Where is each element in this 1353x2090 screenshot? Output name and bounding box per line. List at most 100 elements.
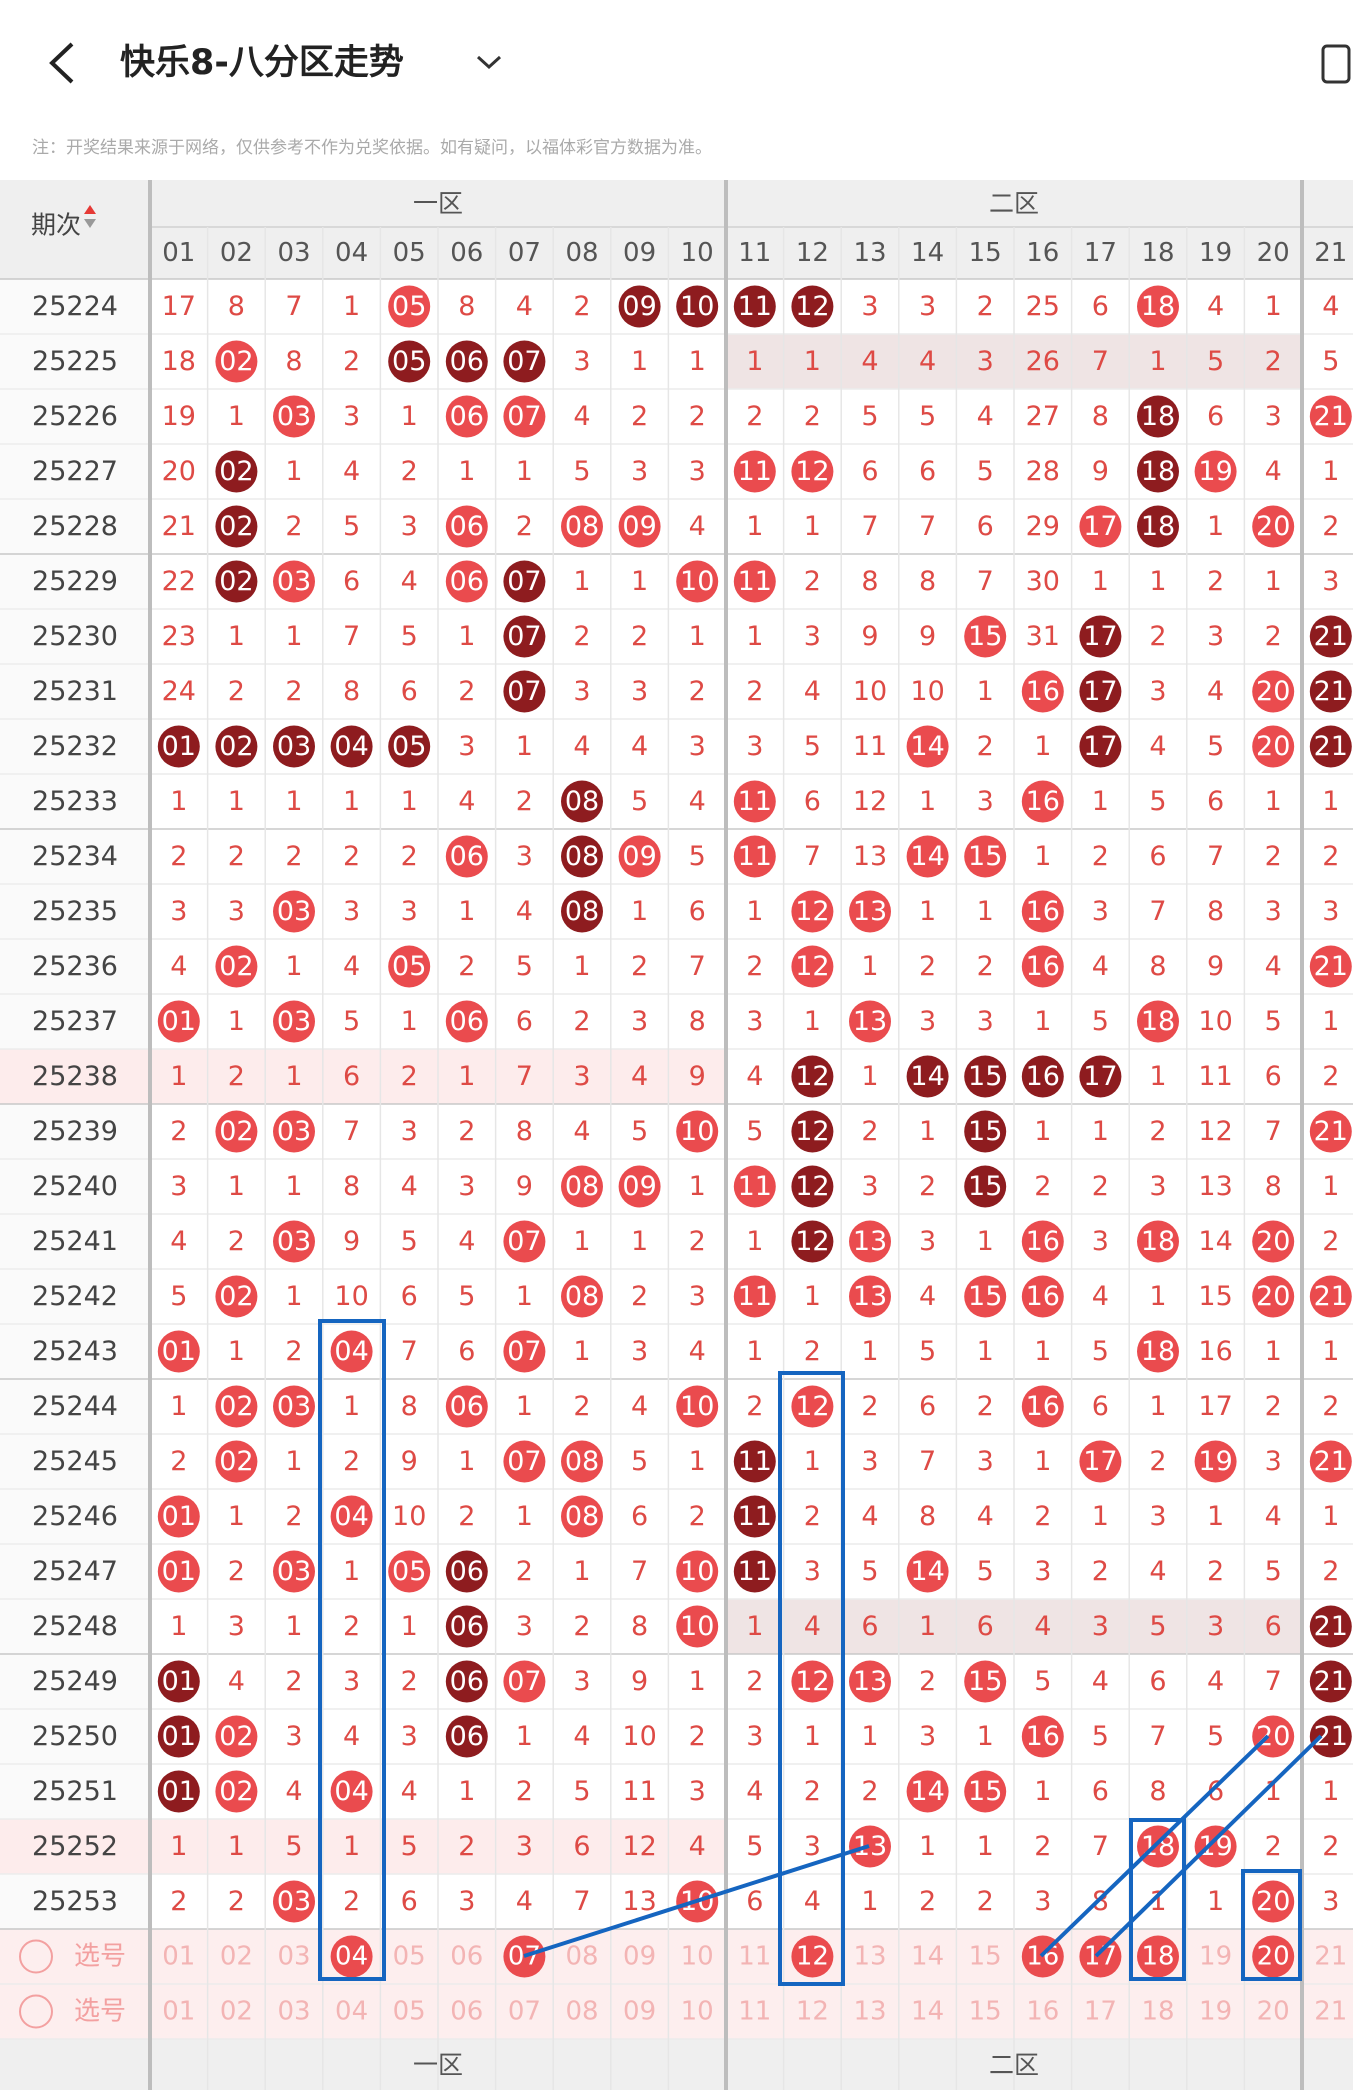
miss-count: 4 [746,1776,763,1807]
select-number[interactable]: 06 [450,1942,483,1972]
ball [330,1330,373,1373]
select-number[interactable]: 17 [1084,1997,1117,2027]
miss-count: 5 [285,1831,302,1862]
miss-count: 3 [861,1446,878,1477]
miss-count: 8 [401,1391,418,1422]
dropdown-arrow[interactable] [476,55,502,70]
select-number[interactable]: 03 [277,1942,310,1972]
annotations [318,1319,1323,1986]
period: 25225 [32,346,118,377]
miss-count: 5 [343,511,360,542]
selected-number[interactable]: 17 [1084,1942,1117,1972]
column-label: 11 [738,238,771,268]
select-number[interactable]: 03 [277,1997,310,2027]
miss-count: 4 [573,731,590,762]
select-number[interactable]: 01 [162,1942,195,1972]
select-number[interactable]: 02 [220,1942,253,1972]
ball [330,1935,373,1978]
select-number[interactable]: 05 [393,1997,426,2027]
select-number[interactable]: 08 [565,1942,598,1972]
select-number[interactable]: 10 [681,1942,714,1972]
selected-number[interactable]: 18 [1141,1942,1174,1972]
select-number[interactable]: 01 [162,1997,195,2027]
ball [733,1165,776,1208]
select-number[interactable]: 07 [508,1997,541,2027]
ball-number: 20 [1256,1886,1290,1917]
ball [964,1165,1007,1208]
select-number[interactable]: 13 [853,1942,886,1972]
period: 25239 [32,1116,118,1147]
ball [676,560,719,603]
ball [215,725,258,768]
selected-number[interactable]: 20 [1257,1942,1290,1972]
select-number[interactable]: 11 [738,1942,771,1972]
miss-count: 3 [977,1446,994,1477]
miss-count: 6 [401,1281,418,1312]
miss-count: 3 [1034,1886,1051,1917]
miss-count: 10 [622,1721,656,1752]
select-number[interactable]: 10 [681,1997,714,2027]
miss-count: 1 [1034,1336,1051,1367]
ball-number: 10 [680,1556,714,1587]
select-number[interactable]: 09 [623,1942,656,1972]
ball-number: 18 [1141,456,1175,487]
ball-number: 08 [565,896,599,927]
select-number[interactable]: 09 [623,1997,656,2027]
miss-count: 2 [746,401,763,432]
miss-count: 1 [228,786,245,817]
miss-count: 5 [804,731,821,762]
selected-number[interactable]: 04 [335,1942,368,1972]
select-number[interactable]: 15 [969,1942,1002,1972]
select-number[interactable]: 05 [393,1942,426,1972]
ball-number: 02 [219,1281,253,1312]
ball [906,725,949,768]
select-number[interactable]: 21 [1314,1997,1347,2027]
miss-count: 3 [228,896,245,927]
miss-count: 1 [573,1556,590,1587]
ball [1252,670,1295,713]
select-number[interactable]: 19 [1199,1942,1232,1972]
select-number[interactable]: 19 [1199,1997,1232,2027]
select-number[interactable]: 12 [796,1997,829,2027]
miss-count: 8 [861,566,878,597]
miss-count: 2 [228,676,245,707]
ball [1021,1715,1064,1758]
miss-count: 3 [1207,621,1224,652]
select-number[interactable]: 21 [1314,1942,1347,1972]
miss-count: 8 [285,346,302,377]
ball-number: 12 [795,1061,829,1092]
select-number[interactable]: 11 [738,1997,771,2027]
select-number[interactable]: 08 [565,1997,598,2027]
miss-count: 3 [1322,1886,1339,1917]
select-number[interactable]: 14 [911,1997,944,2027]
select-number[interactable]: 14 [911,1942,944,1972]
ball-number: 06 [450,401,484,432]
back-button[interactable] [49,42,74,84]
miss-count: 1 [401,786,418,817]
miss-count: 1 [1034,1446,1051,1477]
ball [1021,1275,1064,1318]
ball [1021,1055,1064,1098]
miss-count: 1 [458,1061,475,1092]
ball-number: 02 [219,1391,253,1422]
miss-count: 5 [1265,1006,1282,1037]
select-number[interactable]: 04 [335,1997,368,2027]
miss-count: 1 [1149,1281,1166,1312]
ball [791,890,834,933]
select-number[interactable]: 02 [220,1997,253,2027]
column-label: 19 [1199,238,1232,268]
selected-number[interactable]: 12 [796,1942,829,1972]
miss-count: 4 [689,1831,706,1862]
select-number[interactable]: 18 [1141,1997,1174,2027]
ball-number: 02 [219,511,253,542]
ball-number: 15 [968,1666,1002,1697]
device-icon[interactable] [1321,44,1351,84]
miss-count: 13 [622,1886,656,1917]
select-number[interactable]: 16 [1026,1997,1059,2027]
select-number[interactable]: 13 [853,1997,886,2027]
column-label: 04 [335,238,368,268]
select-number[interactable]: 15 [969,1997,1002,2027]
miss-count: 2 [285,1501,302,1532]
select-number[interactable]: 06 [450,1997,483,2027]
select-number[interactable]: 20 [1257,1997,1290,2027]
